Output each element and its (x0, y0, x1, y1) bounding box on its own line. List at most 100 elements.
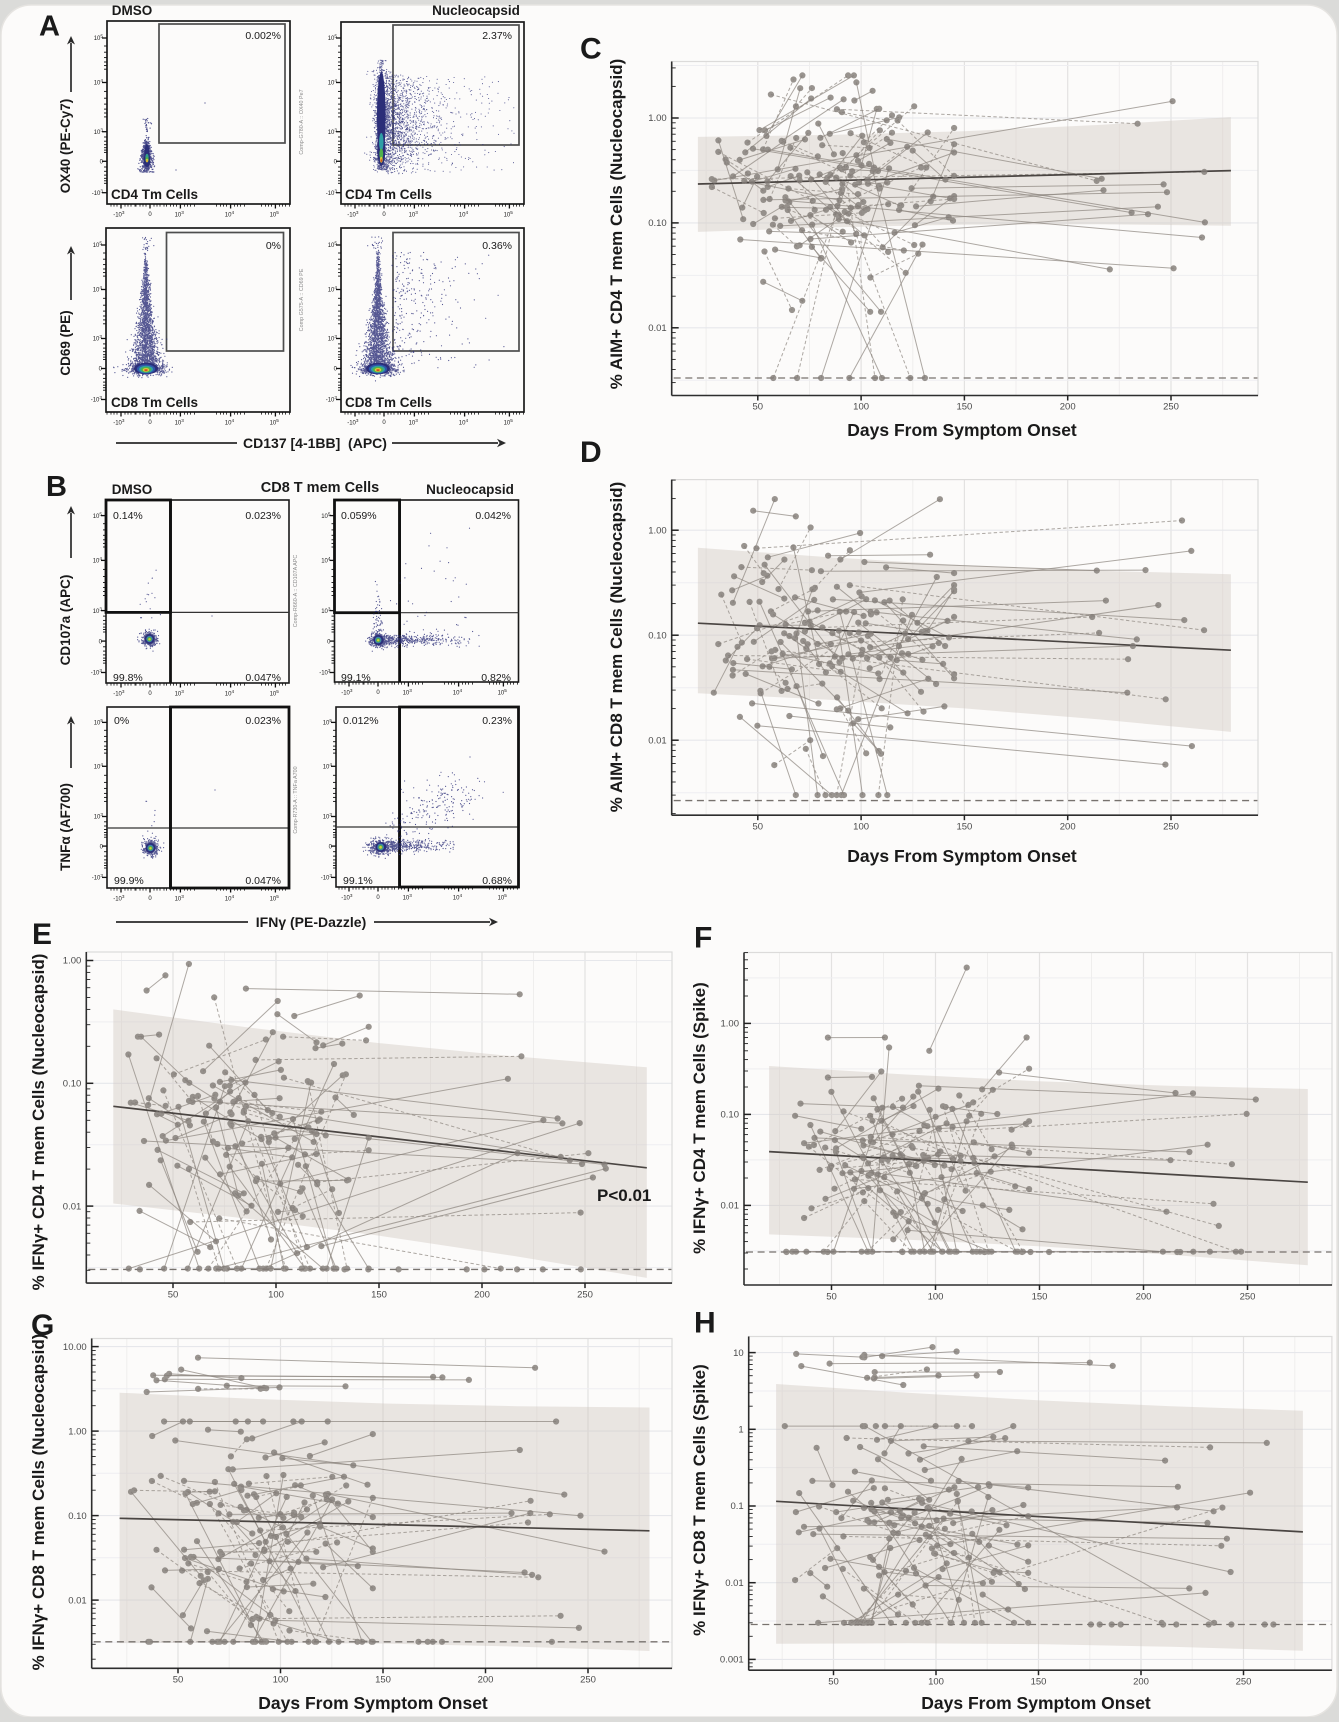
svg-text:150: 150 (956, 402, 972, 413)
svg-text:0.23%: 0.23% (482, 715, 512, 727)
svg-text:CD107a (APC): CD107a (APC) (58, 575, 73, 666)
svg-text:Days From Symptom Onset: Days From Symptom Onset (258, 1693, 488, 1713)
svg-text:200: 200 (1060, 822, 1076, 833)
svg-text:2.37%: 2.37% (482, 30, 512, 42)
svg-text:0.059%: 0.059% (341, 510, 377, 522)
svg-text:0.01: 0.01 (725, 1578, 744, 1589)
svg-text:50: 50 (828, 1677, 839, 1688)
svg-text:100: 100 (928, 1292, 944, 1303)
svg-text:150: 150 (371, 1290, 387, 1301)
svg-text:50: 50 (753, 402, 764, 413)
svg-text:Nucleocapsid: Nucleocapsid (432, 3, 520, 18)
svg-text:0.14%: 0.14% (113, 510, 143, 522)
svg-text:CD4 Tm Cells: CD4 Tm Cells (111, 187, 198, 202)
svg-text:0.01: 0.01 (63, 1201, 82, 1212)
svg-text:D: D (580, 436, 602, 469)
svg-text:H: H (694, 1307, 716, 1340)
svg-text:100: 100 (853, 402, 869, 413)
svg-text:OX40 (PE-Cy7): OX40 (PE-Cy7) (58, 99, 73, 194)
svg-text:CD8 Tm Cells: CD8 Tm Cells (111, 395, 198, 410)
svg-text:CD69 (PE): CD69 (PE) (58, 310, 73, 375)
svg-text:10: 10 (733, 1348, 744, 1359)
svg-text:CD137 [4-1BB] (APC): CD137 [4-1BB] (APC) (243, 435, 387, 451)
svg-text:% AIM+ CD4 T mem Cells (Nucleo: % AIM+ CD4 T mem Cells (Nucleocapsid) (607, 59, 626, 389)
svg-text:IFNγ (PE-Dazzle): IFNγ (PE-Dazzle) (256, 914, 366, 930)
svg-text:F: F (694, 922, 712, 955)
svg-text:250: 250 (577, 1290, 593, 1301)
svg-text:150: 150 (1031, 1677, 1047, 1688)
svg-text:0.01: 0.01 (648, 735, 667, 746)
svg-text:0.047%: 0.047% (245, 672, 281, 684)
svg-text:0.002%: 0.002% (245, 30, 281, 42)
svg-text:0.1: 0.1 (730, 1501, 743, 1512)
svg-text:TNFα (AF700): TNFα (AF700) (58, 783, 73, 871)
svg-text:100: 100 (273, 1675, 289, 1686)
svg-text:1.00: 1.00 (68, 1426, 87, 1437)
svg-text:0.36%: 0.36% (482, 240, 512, 252)
svg-text:Comp-R660-A :: CD107A APC: Comp-R660-A :: CD107A APC (293, 555, 299, 628)
svg-text:Comp-G780-A :: OX40 Pe7: Comp-G780-A :: OX40 Pe7 (299, 89, 305, 154)
svg-text:0.10: 0.10 (721, 1110, 740, 1121)
svg-text:0.047%: 0.047% (245, 875, 281, 887)
svg-text:50: 50 (826, 1292, 837, 1303)
svg-text:CD8 Tm Cells: CD8 Tm Cells (345, 395, 432, 410)
svg-text:0.023%: 0.023% (245, 510, 281, 522)
svg-text:150: 150 (1032, 1292, 1048, 1303)
svg-text:0.023%: 0.023% (245, 715, 281, 727)
svg-text:% IFNγ+ CD4 T mem Cells (Nucle: % IFNγ+ CD4 T mem Cells (Nucleocapsid) (29, 954, 48, 1291)
svg-text:200: 200 (474, 1290, 490, 1301)
svg-text:C: C (580, 33, 602, 66)
svg-text:100: 100 (928, 1677, 944, 1688)
svg-text:Days From Symptom Onset: Days From Symptom Onset (847, 846, 1077, 866)
svg-text:Comp G575-A :: CD69 PE: Comp G575-A :: CD69 PE (299, 268, 305, 331)
svg-text:Days From Symptom Onset: Days From Symptom Onset (921, 1693, 1151, 1713)
svg-text:% IFNγ+ CD8 T mem Cells (Nucl: % IFNγ+ CD8 T mem Cells (Nucleocapsid) (29, 1334, 48, 1671)
svg-text:50: 50 (168, 1290, 179, 1301)
svg-text:0.012%: 0.012% (343, 715, 379, 727)
svg-text:DMSO: DMSO (112, 3, 153, 18)
svg-text:0.01: 0.01 (648, 323, 667, 334)
svg-text:1: 1 (738, 1425, 743, 1436)
svg-text:1.00: 1.00 (648, 525, 667, 536)
svg-text:50: 50 (753, 822, 764, 833)
svg-text:0.10: 0.10 (648, 218, 667, 229)
svg-text:200: 200 (1060, 402, 1076, 413)
svg-text:0.10: 0.10 (68, 1511, 87, 1522)
svg-text:% IFNγ+ CD8 T mem Cells (Spike: % IFNγ+ CD8 T mem Cells (Spike) (690, 1364, 709, 1636)
svg-text:10.00: 10.00 (63, 1342, 87, 1353)
svg-text:250: 250 (1163, 402, 1179, 413)
svg-text:0.68%: 0.68% (482, 875, 512, 887)
svg-text:E: E (32, 918, 52, 951)
svg-text:Comp-R730-A :: TNFa A700: Comp-R730-A :: TNFa A700 (293, 766, 299, 833)
svg-text:200: 200 (478, 1675, 494, 1686)
svg-text:% IFNγ+ CD4 T mem Cells (Spike: % IFNγ+ CD4 T mem Cells (Spike) (690, 982, 709, 1254)
svg-text:1.00: 1.00 (63, 956, 82, 967)
svg-text:200: 200 (1133, 1677, 1149, 1688)
svg-text:200: 200 (1136, 1292, 1152, 1303)
svg-text:B: B (46, 471, 67, 503)
svg-text:CD4 Tm Cells: CD4 Tm Cells (345, 187, 432, 202)
svg-text:P<0.01: P<0.01 (597, 1186, 651, 1205)
svg-text:CD8 T mem Cells: CD8 T mem Cells (261, 480, 379, 496)
svg-text:250: 250 (580, 1675, 596, 1686)
svg-text:A: A (39, 11, 60, 43)
svg-text:0.10: 0.10 (648, 630, 667, 641)
svg-text:0.001: 0.001 (720, 1655, 744, 1666)
svg-text:250: 250 (1236, 1677, 1252, 1688)
svg-text:Nucleocapsid: Nucleocapsid (426, 482, 514, 497)
svg-text:50: 50 (173, 1675, 184, 1686)
svg-text:0.01: 0.01 (721, 1201, 740, 1212)
svg-text:0%: 0% (114, 715, 129, 727)
svg-text:100: 100 (853, 822, 869, 833)
svg-text:100: 100 (268, 1290, 284, 1301)
svg-text:0.042%: 0.042% (475, 510, 511, 522)
svg-text:1.00: 1.00 (648, 113, 667, 124)
svg-text:150: 150 (956, 822, 972, 833)
svg-text:1.00: 1.00 (721, 1019, 740, 1030)
svg-text:99.8%: 99.8% (113, 672, 143, 684)
svg-text:DMSO: DMSO (112, 482, 153, 497)
svg-text:Days From Symptom Onset: Days From Symptom Onset (847, 420, 1077, 440)
svg-text:99.1%: 99.1% (343, 875, 373, 887)
svg-text:150: 150 (375, 1675, 391, 1686)
svg-text:250: 250 (1163, 822, 1179, 833)
